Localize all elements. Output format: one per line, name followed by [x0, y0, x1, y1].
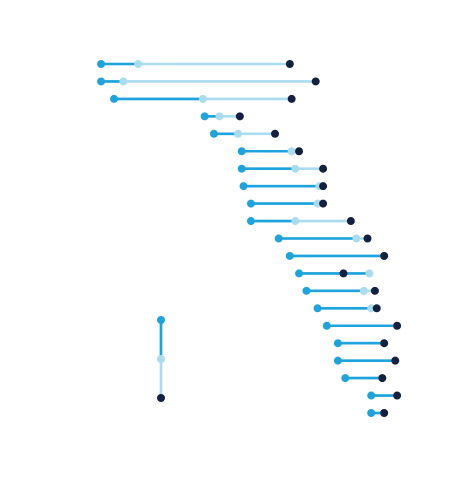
point-end: [271, 129, 279, 138]
row-10: [246, 217, 355, 226]
point-end: [372, 304, 381, 313]
row-9: [246, 199, 328, 208]
point-start: [209, 129, 218, 138]
point-end: [319, 199, 328, 208]
point-start: [274, 234, 283, 243]
point-start: [246, 217, 255, 226]
row-20: [367, 391, 402, 400]
point-end: [380, 409, 389, 417]
row-5: [209, 129, 279, 138]
point-end: [235, 112, 244, 121]
row-4: [200, 112, 244, 121]
point-start: [367, 409, 376, 417]
row-6: [237, 147, 304, 156]
point-end: [285, 60, 294, 68]
point-mid: [365, 269, 374, 278]
point-mid: [215, 112, 224, 121]
point-mid: [119, 77, 128, 86]
chart-rows: [97, 60, 402, 417]
point-start: [239, 182, 248, 191]
point-end: [380, 339, 389, 348]
point-end: [287, 94, 296, 103]
row-21: [367, 409, 389, 417]
legend-key: [157, 316, 165, 402]
point-end: [319, 164, 328, 173]
legend-marker-light: [157, 355, 165, 363]
point-start: [246, 199, 255, 208]
point-end: [393, 391, 402, 400]
point-start: [97, 77, 106, 86]
point-start: [333, 339, 342, 348]
point-start: [110, 94, 119, 103]
point-end: [370, 286, 379, 295]
point-start: [313, 304, 322, 313]
point-start: [295, 269, 304, 278]
point-start: [341, 374, 350, 383]
row-11: [274, 234, 372, 243]
point-end: [295, 147, 304, 156]
point-start: [367, 391, 376, 400]
point-mid: [359, 286, 368, 295]
point-end: [391, 356, 400, 365]
row-17: [333, 339, 389, 348]
point-mid: [198, 94, 207, 103]
row-16: [322, 321, 402, 330]
point-start: [322, 321, 331, 330]
legend-marker-dark: [157, 394, 165, 402]
point-end: [393, 321, 402, 330]
point-end: [380, 251, 389, 260]
point-mid: [134, 60, 143, 68]
row-18: [333, 356, 400, 365]
point-mid: [313, 199, 322, 208]
point-mid: [287, 147, 296, 156]
point-end: [311, 77, 320, 86]
row-7: [237, 164, 328, 173]
point-end: [378, 374, 387, 383]
point-mid: [234, 129, 242, 138]
point-end: [363, 234, 372, 243]
row-1: [97, 60, 294, 68]
row-12: [285, 251, 389, 260]
point-end: [339, 269, 348, 278]
point-mid: [352, 234, 361, 243]
point-start: [302, 286, 311, 295]
point-end: [346, 217, 355, 226]
point-mid: [291, 164, 300, 173]
row-19: [341, 374, 387, 383]
row-8: [239, 182, 328, 191]
point-mid: [291, 217, 300, 226]
row-13: [295, 269, 374, 278]
row-15: [313, 304, 381, 313]
point-start: [97, 60, 106, 68]
point-start: [333, 356, 342, 365]
point-start: [237, 164, 246, 173]
row-3: [110, 94, 296, 103]
point-start: [200, 112, 209, 121]
row-2: [97, 77, 320, 86]
row-14: [302, 286, 379, 295]
point-end: [319, 182, 328, 191]
point-mid: [367, 304, 376, 313]
point-start: [237, 147, 246, 156]
legend-marker-mid: [157, 316, 165, 324]
point-start: [285, 251, 294, 260]
